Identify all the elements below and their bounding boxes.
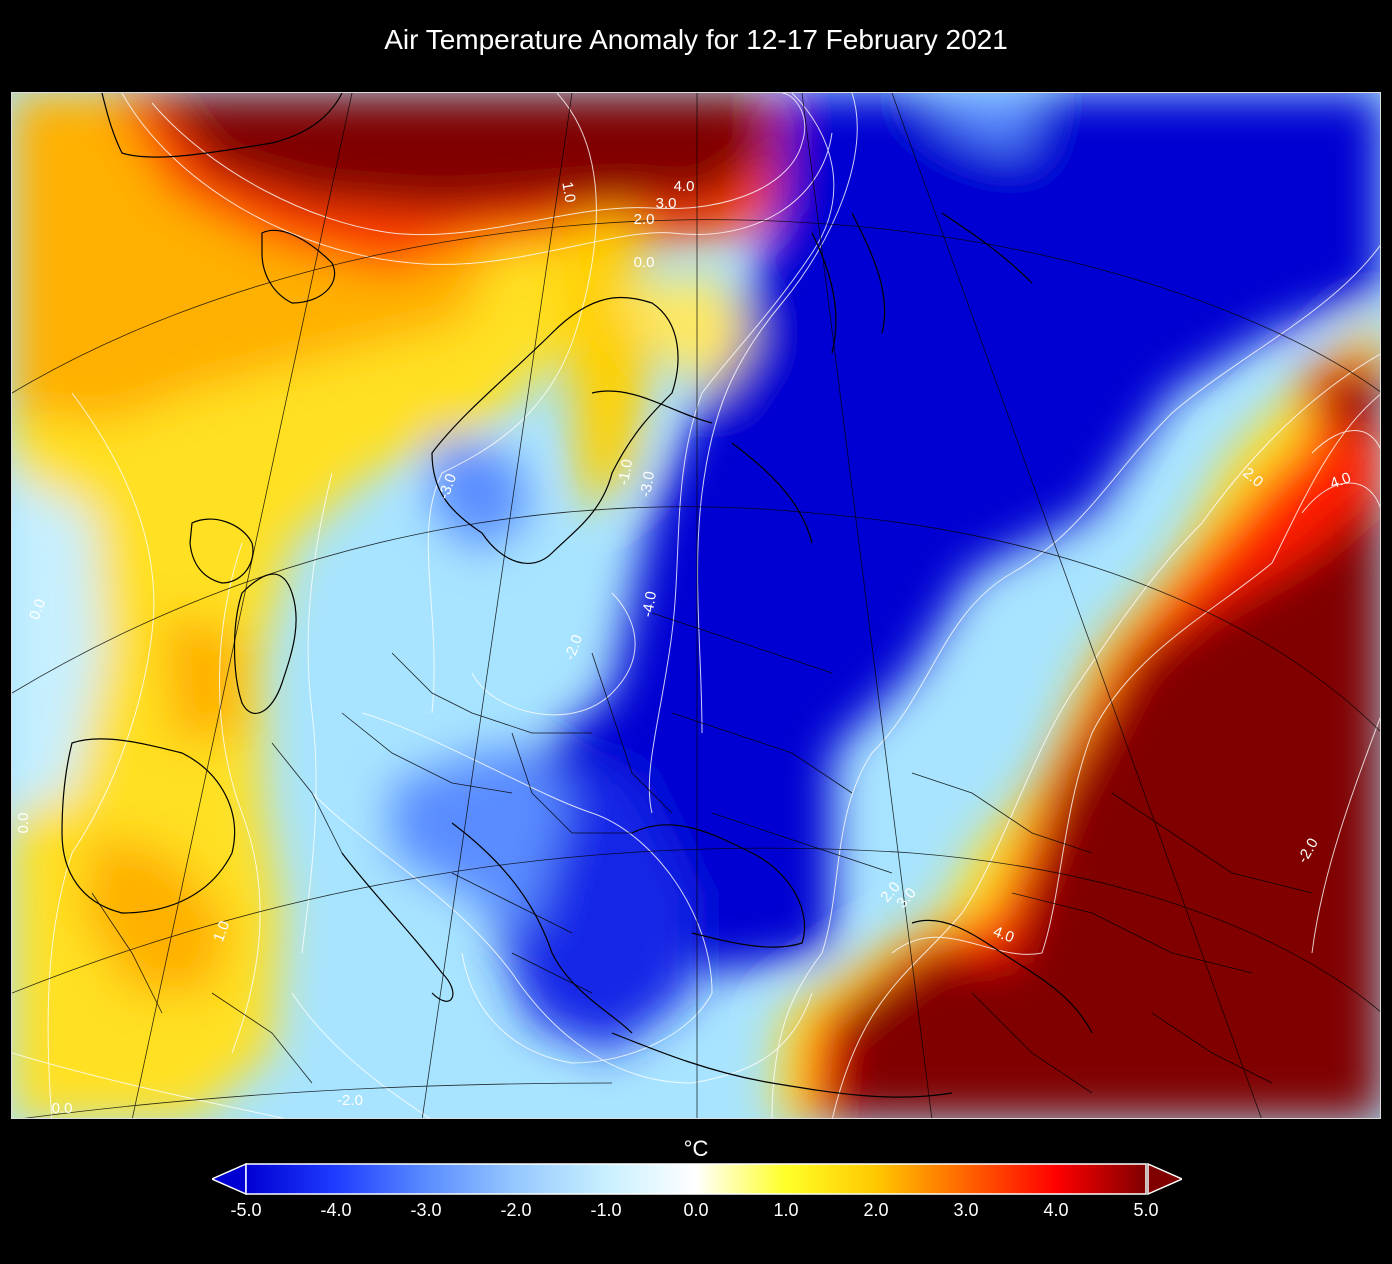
colorbar-tick-label: -5.0 — [230, 1200, 262, 1220]
contour-label: -3.0 — [637, 470, 658, 498]
contour-label: 2.0 — [634, 211, 655, 228]
colorbar-tick-label: -3.0 — [410, 1200, 442, 1220]
colorbar-unit: °C — [683, 1136, 709, 1161]
colorbar-gradient — [245, 1163, 1147, 1195]
contour-lines — [12, 93, 1380, 1118]
contour-label: 1.0 — [558, 180, 578, 203]
colorbar — [212, 1162, 1182, 1196]
country-borders — [91, 612, 1313, 1094]
colorbar-tick-label: 4.0 — [1043, 1200, 1069, 1220]
page-title: Air Temperature Anomaly for 12-17 Februa… — [384, 24, 1008, 55]
contour-label: -2.0 — [337, 1092, 363, 1109]
contour-label: 0.0 — [15, 813, 32, 834]
contour-label: -1.0 — [615, 458, 636, 486]
colorbar-tick-label: 5.0 — [1133, 1200, 1159, 1220]
colorbar-under-arrow — [212, 1162, 247, 1196]
colorbar-tick-label: 2.0 — [863, 1200, 889, 1220]
colorbar-tick-label: 1.0 — [773, 1200, 799, 1220]
contour-label: 0.0 — [26, 597, 49, 622]
contour-label: 0.0 — [52, 1100, 73, 1117]
graticule — [12, 93, 1380, 1118]
contour-label: 4.0 — [674, 178, 695, 195]
coastlines — [61, 93, 1093, 1098]
colorbar-tick-label: 3.0 — [953, 1200, 979, 1220]
colorbar-tick-label: 0.0 — [683, 1200, 709, 1220]
colorbar-over-arrow — [1147, 1162, 1182, 1196]
contour-label: 0.0 — [634, 254, 655, 271]
colorbar-tick-label: -1.0 — [590, 1200, 622, 1220]
anomaly-field — [12, 93, 1380, 1118]
anomaly-map: 4.0 3.0 2.0 0.0 1.0 -3.0 -1.0 -3.0 -4.0 -2.0 2.0 4.… — [11, 92, 1381, 1119]
colorbar-tick-label: -4.0 — [320, 1200, 352, 1220]
map-canvas: 4.03.02.00.01.0-3.0 -1.0 -3.0-4.0-2.02.0 4.… — [12, 93, 1380, 1118]
contour-label: 4.0 — [991, 923, 1016, 946]
contour-label: 4.0 — [1328, 469, 1353, 492]
colorbar-tick-label: -2.0 — [500, 1200, 532, 1220]
contour-label: 1.0 — [210, 919, 233, 944]
contour-label: 3.0 — [656, 195, 677, 212]
contour-label: -4.0 — [639, 590, 660, 618]
